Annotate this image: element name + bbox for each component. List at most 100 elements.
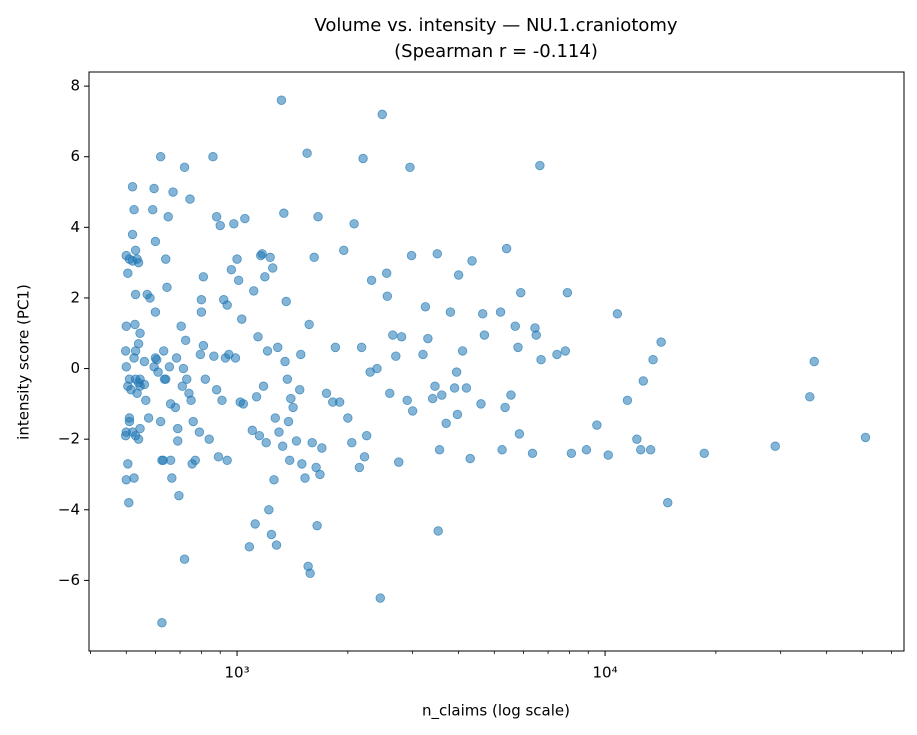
- point: [270, 413, 280, 423]
- point: [198, 340, 209, 351]
- point: [288, 402, 298, 413]
- point: [656, 337, 666, 347]
- point: [174, 490, 184, 501]
- y-tick-label: 2: [70, 288, 80, 306]
- point: [805, 392, 815, 402]
- point: [130, 289, 141, 300]
- point: [453, 270, 464, 280]
- point: [648, 355, 658, 365]
- point: [356, 342, 367, 353]
- point: [531, 330, 541, 340]
- point: [269, 475, 279, 485]
- point: [317, 443, 327, 453]
- point: [157, 618, 167, 628]
- point: [361, 430, 372, 441]
- point: [295, 385, 305, 395]
- point: [302, 148, 312, 158]
- point: [282, 374, 293, 384]
- point: [120, 346, 131, 356]
- point: [121, 321, 131, 331]
- point: [139, 356, 150, 367]
- point: [304, 319, 314, 330]
- point: [291, 436, 302, 446]
- point: [645, 445, 656, 455]
- point: [432, 249, 442, 259]
- point: [253, 332, 263, 342]
- point: [514, 429, 525, 439]
- y-tick-label: 0: [70, 359, 80, 377]
- point: [632, 434, 642, 444]
- point: [222, 455, 232, 466]
- point: [552, 349, 562, 360]
- chart-subtitle: (Spearman r = -0.114): [394, 41, 598, 62]
- y-tick-label: −4: [58, 500, 80, 518]
- point: [510, 321, 520, 331]
- point: [152, 355, 162, 365]
- point: [168, 187, 178, 197]
- point: [135, 328, 145, 338]
- point: [372, 363, 382, 374]
- point: [452, 409, 463, 420]
- point: [208, 152, 218, 162]
- point: [164, 362, 175, 372]
- point: [330, 342, 341, 353]
- point: [173, 436, 183, 446]
- point: [467, 256, 477, 266]
- point: [402, 395, 412, 406]
- point: [394, 457, 404, 467]
- point: [457, 346, 468, 356]
- point: [284, 455, 295, 466]
- point: [405, 162, 415, 173]
- point: [476, 399, 486, 409]
- point: [124, 498, 134, 508]
- point: [307, 438, 317, 448]
- point: [535, 160, 545, 171]
- point: [257, 249, 267, 259]
- point: [296, 349, 306, 360]
- point: [143, 413, 154, 423]
- point: [385, 388, 395, 398]
- point: [179, 554, 190, 564]
- point: [497, 445, 507, 455]
- point: [359, 452, 370, 462]
- point: [247, 425, 257, 436]
- x-tick-label: 10⁴: [593, 664, 618, 682]
- point: [315, 469, 325, 480]
- point: [501, 243, 512, 254]
- point: [264, 505, 274, 515]
- point: [334, 397, 345, 407]
- point: [133, 339, 144, 349]
- point: [262, 346, 273, 356]
- point: [479, 330, 490, 340]
- point: [465, 453, 475, 464]
- point: [261, 438, 271, 448]
- point: [129, 473, 139, 483]
- point: [222, 300, 232, 310]
- point: [194, 427, 205, 437]
- point: [770, 441, 780, 451]
- point: [339, 245, 349, 255]
- point: [196, 295, 207, 305]
- point: [273, 342, 283, 353]
- point: [377, 109, 387, 120]
- point: [141, 395, 151, 406]
- point: [581, 445, 592, 455]
- point: [349, 219, 359, 229]
- point: [418, 349, 428, 360]
- point: [495, 307, 506, 317]
- point: [566, 448, 577, 458]
- point: [860, 432, 871, 443]
- point: [178, 363, 189, 374]
- point: [232, 254, 242, 264]
- point: [249, 286, 259, 296]
- point: [180, 335, 191, 346]
- point: [190, 455, 200, 466]
- plot-frame: [88, 71, 905, 652]
- point: [185, 194, 195, 204]
- y-tick-label: −2: [58, 430, 80, 448]
- point: [433, 526, 443, 536]
- point: [217, 395, 227, 406]
- point: [135, 423, 145, 434]
- point: [186, 395, 196, 406]
